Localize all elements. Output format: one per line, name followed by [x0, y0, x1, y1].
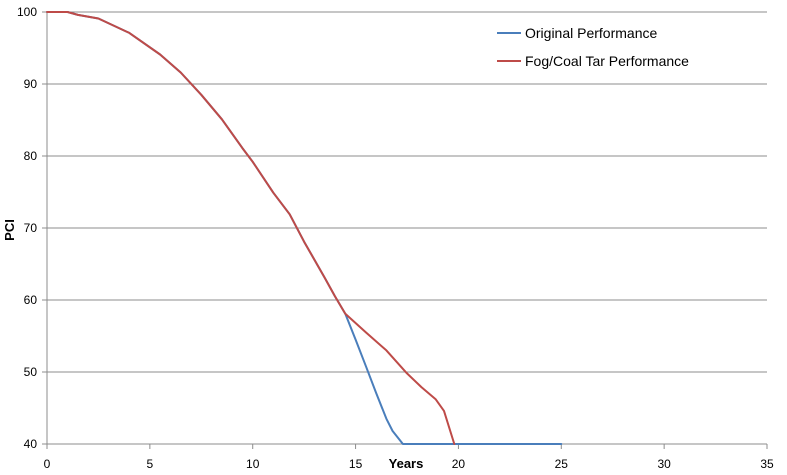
legend: Original Performance Fog/Coal Tar Perform… [497, 25, 689, 69]
x-tick-label: 35 [760, 457, 774, 471]
y-tick-label: 100 [17, 5, 37, 19]
y-tick-label: 40 [24, 437, 38, 451]
legend-label: Fog/Coal Tar Performance [525, 53, 689, 69]
y-tick-label: 90 [24, 77, 38, 91]
y-axis-title: PCI [2, 219, 17, 241]
series-line-2 [46, 11, 456, 445]
legend-label: Original Performance [525, 25, 657, 41]
x-axis-title: Years [389, 456, 424, 471]
x-tick-label: 30 [657, 457, 671, 471]
x-tick-label: 10 [246, 457, 260, 471]
x-tick-label: 5 [147, 457, 154, 471]
gridlines [47, 11, 767, 373]
series [46, 11, 563, 445]
x-tick-label: 15 [349, 457, 363, 471]
x-tick-label: 0 [44, 457, 51, 471]
axes: 40 50 60 70 80 90 100 0 5 10 15 20 25 30 35 [17, 5, 774, 471]
y-tick-label: 60 [24, 293, 38, 307]
x-tick-label: 25 [555, 457, 569, 471]
y-tick-label: 50 [24, 365, 38, 379]
y-tick-label: 80 [24, 149, 38, 163]
x-tick-label: 20 [452, 457, 466, 471]
y-tick-label: 70 [24, 221, 38, 235]
